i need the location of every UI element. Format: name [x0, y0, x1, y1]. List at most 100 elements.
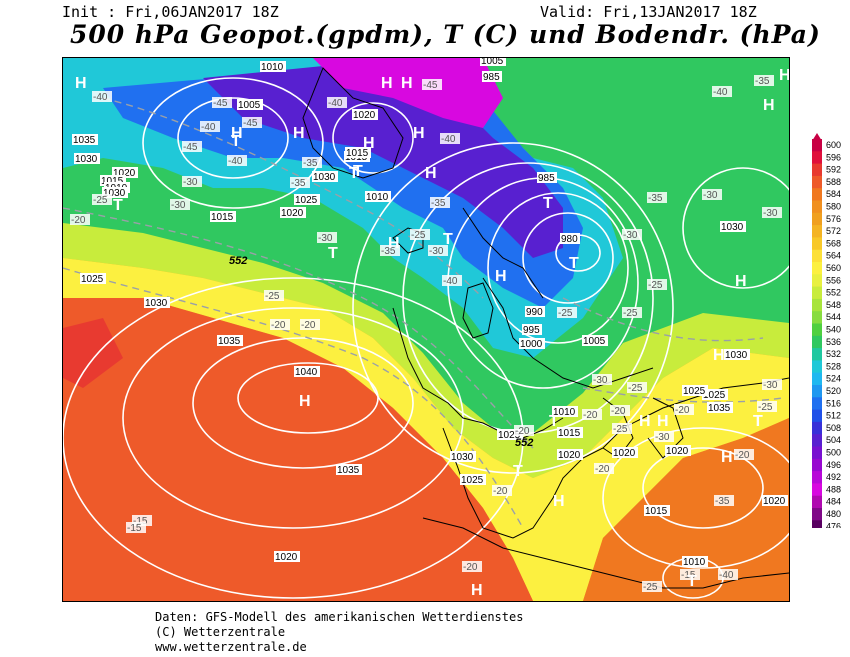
- temperature-label: -20: [611, 406, 626, 417]
- temperature-label-bg: [227, 155, 247, 166]
- valid-time: Valid: Fri,13JAN2017 18Z: [540, 3, 757, 21]
- legend-value: 528: [826, 361, 841, 371]
- low-pressure-symbol: T: [753, 413, 763, 430]
- temperature-label-bg: [594, 463, 614, 474]
- legend-swatch: [812, 508, 822, 521]
- temperature-label-bg: [754, 75, 774, 86]
- pressure-label: 1020: [281, 208, 304, 219]
- pressure-label-bg: [100, 175, 126, 186]
- temperature-label-bg: [302, 157, 322, 168]
- pressure-label: 1010: [366, 192, 389, 203]
- pressure-label-bg: [552, 406, 578, 417]
- isobar-1005: [352, 142, 674, 474]
- pressure-label-bg: [644, 505, 670, 516]
- legend-swatch: [812, 175, 822, 189]
- isobar-1030-ne: [682, 167, 789, 289]
- high-pressure-symbol: H: [299, 393, 311, 410]
- pressure-label-bg: [537, 172, 557, 183]
- temperature-label: -30: [593, 375, 608, 386]
- low-pressure-symbol: T: [443, 231, 453, 248]
- pressure-label-bg: [707, 402, 733, 413]
- temperature-label: -25: [623, 308, 638, 319]
- pressure-label: 1040: [295, 367, 318, 378]
- legend-swatch: [812, 409, 822, 423]
- low-pressure-symbol: T: [569, 255, 579, 272]
- pressure-label-bg: [312, 171, 338, 182]
- legend-value: 480: [826, 509, 841, 519]
- field-orange-east: [583, 418, 789, 601]
- high-pressure-symbol: H: [381, 75, 393, 92]
- pressure-label-bg: [582, 335, 608, 346]
- low-pressure-symbol: T: [113, 197, 123, 214]
- temperature-label: -40: [443, 276, 458, 287]
- temperature-label: -45: [423, 80, 438, 91]
- pressure-label-bg: [72, 134, 98, 145]
- temperature-label: -20: [675, 405, 690, 416]
- isotherm-b: [63, 267, 524, 529]
- legend-swatch: [812, 372, 822, 386]
- temperature-label: -25: [628, 383, 643, 394]
- pressure-label: 1030: [145, 298, 168, 309]
- legend-value: 572: [826, 226, 841, 236]
- legend-swatch: [812, 286, 822, 300]
- temperature-label: -35: [303, 158, 318, 169]
- pressure-label: 1015: [211, 212, 234, 223]
- pressure-label-bg: [112, 167, 138, 178]
- field-violet: [203, 58, 563, 258]
- high-pressure-symbol: H: [293, 125, 305, 142]
- pressure-label: 1005: [481, 58, 504, 67]
- legend-value: 492: [826, 472, 841, 482]
- high-pressure-symbol: H: [735, 273, 747, 290]
- temperature-label: -30: [763, 208, 778, 219]
- pressure-label: 1020: [275, 552, 298, 563]
- pressure-label-bg: [294, 366, 320, 377]
- isohypse-label: 552: [515, 437, 533, 449]
- legend-swatch: [812, 421, 822, 435]
- footer-url: www.wetterzentrale.de: [155, 640, 307, 654]
- high-pressure-symbol: H: [363, 135, 375, 152]
- temperature-label: -25: [613, 424, 628, 435]
- field-magenta: [313, 58, 503, 128]
- temperature-label: -20: [463, 562, 478, 573]
- high-pressure-symbol: H: [495, 268, 507, 285]
- pressure-label-bg: [210, 211, 236, 222]
- temperature-label: -35: [431, 198, 446, 209]
- pressure-label: 990: [526, 307, 543, 318]
- temperature-label: -20: [301, 320, 316, 331]
- temperature-label-bg: [92, 91, 112, 102]
- temperature-label: -25: [758, 402, 773, 413]
- pressure-labels: 1010100510201015103510301020101510101015…: [72, 58, 788, 568]
- temperature-labels: -40-45-45-40-35-30-25-20-40 -45-40-35-30-…: [70, 75, 782, 593]
- legend-value: 564: [826, 251, 841, 261]
- temperature-label: -30: [429, 246, 444, 257]
- legend-value: 560: [826, 263, 841, 273]
- temperature-label-bg: [317, 232, 337, 243]
- pressure-centers: HHHHHHHHHHHHHHHHHHHHTTTTTTTTTTTT: [75, 67, 789, 599]
- legend-value: 484: [826, 497, 841, 507]
- temperature-label: -45: [243, 118, 258, 129]
- legend-value: 540: [826, 325, 841, 335]
- legend-value: 544: [826, 312, 841, 322]
- pressure-label-bg: [274, 551, 300, 562]
- pressure-label: 1030: [103, 188, 126, 199]
- pressure-label-bg: [352, 109, 378, 120]
- coast-africa: [422, 517, 789, 589]
- isobar-1015-se: [602, 427, 789, 569]
- temperature-label: -30: [183, 177, 198, 188]
- legend-value: 548: [826, 300, 841, 310]
- pressure-label: 985: [538, 173, 555, 184]
- pressure-label-bg: [557, 449, 583, 460]
- temperature-label-bg: [442, 275, 462, 286]
- legend-value: 580: [826, 202, 841, 212]
- weather-map: 1010100510201015103510301020101510101015…: [62, 57, 790, 602]
- temperature-label-bg: [462, 561, 482, 572]
- temperature-label-bg: [642, 581, 662, 592]
- temperature-label-bg: [200, 121, 220, 132]
- pressure-label: 1020: [666, 446, 689, 457]
- pressure-label: 1020: [353, 110, 376, 121]
- temperature-label-bg: [132, 515, 152, 526]
- temperature-label-bg: [762, 379, 782, 390]
- isotherm-d: [582, 387, 784, 403]
- temperature-label: -15: [127, 523, 142, 534]
- pressure-label: 1015: [645, 506, 668, 517]
